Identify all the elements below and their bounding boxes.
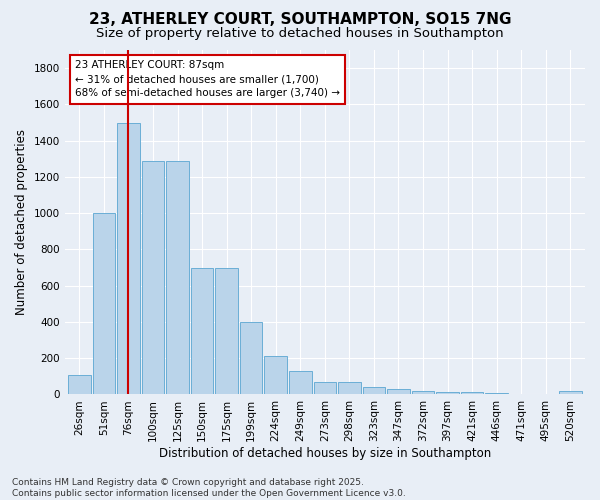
Text: 23 ATHERLEY COURT: 87sqm
← 31% of detached houses are smaller (1,700)
68% of sem: 23 ATHERLEY COURT: 87sqm ← 31% of detach… [75,60,340,98]
Bar [387,389,410,394]
Bar [215,268,238,394]
Bar [166,160,189,394]
Bar [92,213,115,394]
Bar [485,392,508,394]
Bar [559,391,581,394]
Bar [362,387,385,394]
Bar [412,391,434,394]
Y-axis label: Number of detached properties: Number of detached properties [15,129,28,315]
Bar [191,268,214,394]
Text: Size of property relative to detached houses in Southampton: Size of property relative to detached ho… [96,28,504,40]
Text: 23, ATHERLEY COURT, SOUTHAMPTON, SO15 7NG: 23, ATHERLEY COURT, SOUTHAMPTON, SO15 7N… [89,12,511,28]
Text: Contains HM Land Registry data © Crown copyright and database right 2025.
Contai: Contains HM Land Registry data © Crown c… [12,478,406,498]
Bar [314,382,336,394]
Bar [338,382,361,394]
Bar [289,371,311,394]
Bar [436,392,459,394]
Bar [68,376,91,394]
Bar [461,392,484,394]
Bar [142,160,164,394]
Bar [265,356,287,395]
Bar [117,122,140,394]
X-axis label: Distribution of detached houses by size in Southampton: Distribution of detached houses by size … [159,447,491,460]
Bar [240,322,262,394]
